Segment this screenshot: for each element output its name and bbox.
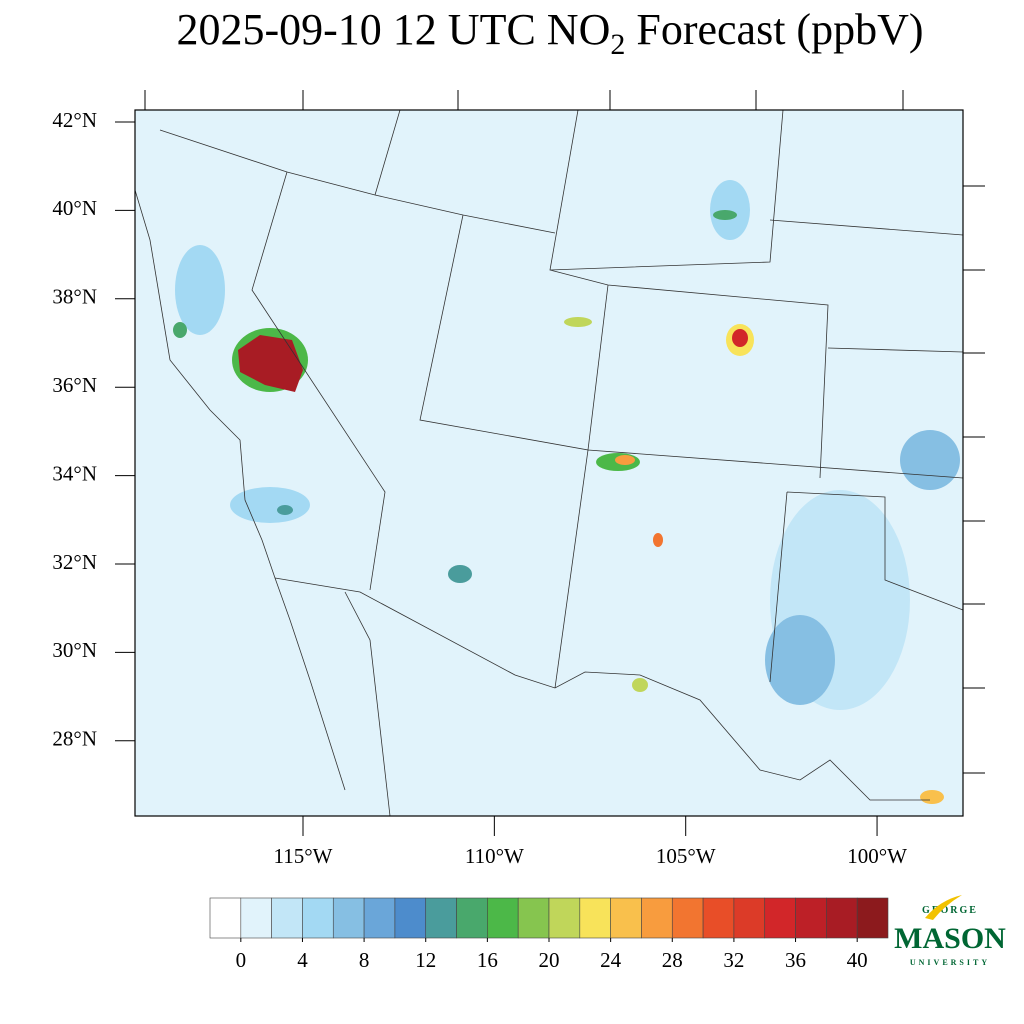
colorbar-box	[764, 897, 796, 939]
colorbar-box	[610, 897, 642, 939]
lon-label: 115°W	[274, 844, 333, 868]
colorbar-box	[671, 897, 704, 939]
logo: GEORGE MASON UNIVERSITY	[894, 895, 1006, 967]
colorbar-box	[826, 897, 858, 939]
colorbar-box	[363, 897, 396, 939]
title-text: 2025-09-10 12 UTC NO	[177, 5, 611, 54]
colorbar-box	[271, 897, 303, 939]
lat-label: 28°N	[52, 727, 97, 751]
logo-sub: UNIVERSITY	[910, 958, 990, 967]
colorbar-box	[517, 897, 550, 939]
lat-label: 40°N	[52, 196, 97, 220]
colorbar-label: 28	[662, 948, 683, 972]
colorbar-box	[641, 897, 673, 939]
title: 2025-09-10 12 UTC NO2 Forecast (ppbV)	[177, 5, 924, 61]
colorbar-label: 16	[477, 948, 498, 972]
lon-label: 100°W	[847, 844, 907, 868]
colorbar-box	[240, 897, 272, 939]
colorbar-box	[425, 897, 457, 939]
title-text: Forecast (ppbV)	[625, 5, 923, 54]
colorbar-box	[795, 897, 827, 939]
colorbar-box	[548, 897, 581, 939]
state-borders	[159, 109, 964, 817]
title-subscript: 2	[610, 28, 625, 61]
colorbar-box	[733, 897, 766, 939]
colorbar-box	[209, 897, 242, 939]
colorbar: 0 4 8 12 16 20 24 28 32 36 40	[209, 897, 889, 972]
colorbar-box	[579, 897, 611, 939]
colorbar-label: 24	[600, 948, 622, 972]
logo-swoosh	[925, 895, 962, 920]
colorbar-label: 12	[415, 948, 436, 972]
lat-label: 38°N	[52, 285, 97, 309]
colorbar-label: 32	[723, 948, 744, 972]
frame-ticks	[144, 90, 985, 774]
colorbar-label: 40	[847, 948, 868, 972]
lat-label: 42°N	[52, 108, 97, 132]
colorbar-label: 4	[297, 948, 308, 972]
lat-label: 34°N	[52, 461, 97, 485]
hotspots	[173, 180, 960, 804]
colorbar-label: 8	[359, 948, 370, 972]
lon-label: 110°W	[465, 844, 524, 868]
colorbar-box	[856, 897, 889, 939]
lat-label: 36°N	[52, 373, 97, 397]
colorbar-label: 20	[539, 948, 560, 972]
colorbar-box	[332, 897, 365, 939]
map	[134, 90, 985, 817]
colorbar-label: 0	[236, 948, 247, 972]
coastline	[134, 189, 346, 791]
colorbar-box	[302, 897, 334, 939]
colorbar-box	[487, 897, 519, 939]
logo-top: GEORGE	[922, 905, 978, 916]
lon-label: 105°W	[656, 844, 716, 868]
colorbar-box	[394, 897, 427, 939]
logo-name: MASON	[894, 922, 1006, 955]
lat-label: 32°N	[52, 550, 97, 574]
ocean	[135, 110, 345, 816]
colorbar-box	[702, 897, 735, 939]
map-frame	[134, 109, 964, 817]
colorbar-box	[456, 897, 488, 939]
colorbar-label: 36	[785, 948, 806, 972]
lat-label: 30°N	[52, 638, 97, 662]
